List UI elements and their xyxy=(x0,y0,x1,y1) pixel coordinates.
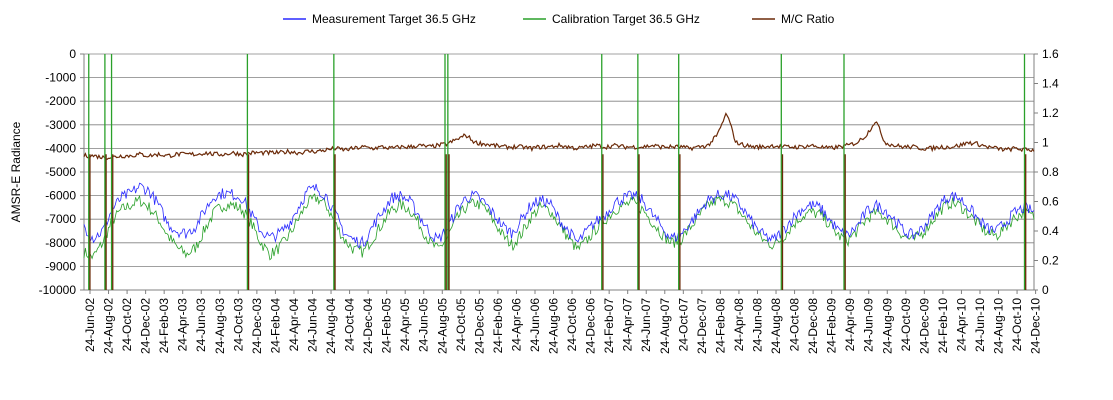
x-tick-label: 24-Apr-07 xyxy=(621,298,635,352)
y-tick-label: -2000 xyxy=(45,94,76,108)
y-tick-label: 0 xyxy=(69,47,76,61)
x-tick-label: 24-Oct-03 xyxy=(231,298,245,352)
x-tick-label: 24-Jun-04 xyxy=(305,298,319,352)
x-tick-label: 24-Dec-04 xyxy=(361,298,375,354)
grid xyxy=(83,53,1035,291)
x-tick-label: 24-Jun-08 xyxy=(750,298,764,352)
x-tick-label: 24-Feb-08 xyxy=(713,298,727,354)
y-tick-label: -7000 xyxy=(45,212,76,226)
x-tick-label: 24-Apr-03 xyxy=(176,298,190,352)
x-tick-label: 24-Feb-04 xyxy=(268,298,282,354)
y2-tick-label: 0.8 xyxy=(1042,165,1059,179)
x-tick-label: 24-Aug-04 xyxy=(324,298,338,354)
x-tick-label: 24-Oct-06 xyxy=(565,298,579,352)
y-axis-title: AMSR-E Radiance xyxy=(9,121,23,222)
x-tick-label: 24-Oct-02 xyxy=(120,298,134,352)
x-tick-label: 24-Apr-05 xyxy=(398,298,412,352)
x-tick-label: 24-Feb-03 xyxy=(157,298,171,354)
x-tick-label: 24-Aug-09 xyxy=(880,298,894,354)
x-tick-label: 24-Dec-08 xyxy=(806,298,820,354)
y2-tick-label: 0.2 xyxy=(1042,254,1059,268)
y-tick-label: -9000 xyxy=(45,259,76,273)
y-tick-label: -4000 xyxy=(45,141,76,155)
series-line xyxy=(83,193,1035,261)
x-tick-label: 24-Aug-03 xyxy=(213,298,227,354)
x-tick-label: 24-Feb-06 xyxy=(491,298,505,354)
x-tick-label: 24-Dec-10 xyxy=(1029,298,1043,354)
x-tick-label: 24-Dec-07 xyxy=(695,298,709,354)
x-tick-label: 24-Jun-03 xyxy=(194,298,208,352)
y-axis-ticks: 0 -1000 -2000 -3000 -4000 -5000 -6000 -7000 -800… xyxy=(39,47,84,297)
legend-label-measurement: Measurement Target 36.5 GHz xyxy=(312,12,476,26)
y2-tick-label: 0.4 xyxy=(1042,224,1059,238)
x-tick-label: 24-Aug-05 xyxy=(435,298,449,354)
y-tick-label: -5000 xyxy=(45,165,76,179)
x-tick-label: 24-Jun-02 xyxy=(83,298,97,352)
x-tick-label: 24-Apr-08 xyxy=(732,298,746,352)
y2-tick-label: 1 xyxy=(1042,136,1049,150)
x-tick-label: 24-Feb-09 xyxy=(825,298,839,354)
x-tick-label: 24-Aug-02 xyxy=(102,298,116,354)
series-line xyxy=(83,112,1035,160)
x-tick-label: 24-Oct-07 xyxy=(676,298,690,352)
y2-tick-label: 1.6 xyxy=(1042,47,1059,61)
x-tick-label: 24-Dec-05 xyxy=(472,298,486,354)
y-tick-label: -1000 xyxy=(45,71,76,85)
y-tick-label: -10000 xyxy=(39,283,77,297)
x-tick-label: 24-Feb-05 xyxy=(380,298,394,354)
x-tick-label: 24-Oct-09 xyxy=(899,298,913,352)
x-tick-label: 24-Dec-02 xyxy=(139,298,153,354)
legend-label-ratio: M/C Ratio xyxy=(781,12,835,26)
x-tick-label: 24-Jun-07 xyxy=(639,298,653,352)
x-tick-label: 24-Apr-10 xyxy=(954,298,968,352)
x-tick-label: 24-Apr-06 xyxy=(509,298,523,352)
x-tick-label: 24-Jun-05 xyxy=(417,298,431,352)
x-tick-label: 24-Jun-06 xyxy=(528,298,542,352)
y2-axis-ticks: 1.6 1.4 1.2 1 0.8 0.6 0.4 0.2 0 xyxy=(1034,47,1059,297)
legend-label-calibration: Calibration Target 36.5 GHz xyxy=(552,12,700,26)
x-tick-label: 24-Aug-07 xyxy=(658,298,672,354)
plot-area xyxy=(83,54,1035,290)
x-axis-ticks: 24-Jun-02 24-Aug-02 24-Oct-02 24-Dec-02 24-F… xyxy=(83,290,1043,354)
y2-tick-label: 0 xyxy=(1042,283,1049,297)
x-tick-label: 24-Apr-04 xyxy=(287,298,301,352)
x-tick-label: 24-Dec-03 xyxy=(250,298,264,354)
x-tick-label: 24-Oct-04 xyxy=(343,298,357,352)
x-tick-label: 24-Oct-10 xyxy=(1010,298,1024,352)
y2-tick-label: 0.6 xyxy=(1042,195,1059,209)
y2-tick-label: 1.4 xyxy=(1042,77,1059,91)
series-line xyxy=(83,182,1035,248)
x-tick-label: 24-Jun-09 xyxy=(862,298,876,352)
x-tick-label: 24-Dec-06 xyxy=(584,298,598,354)
x-tick-label: 24-Oct-08 xyxy=(788,298,802,352)
y-tick-label: -8000 xyxy=(45,236,76,250)
chart-legend: Measurement Target 36.5 GHz Calibration … xyxy=(283,12,835,26)
y-tick-label: -6000 xyxy=(45,189,76,203)
x-tick-label: 24-Aug-06 xyxy=(547,298,561,354)
x-tick-label: 24-Jun-10 xyxy=(973,298,987,352)
x-tick-label: 24-Feb-10 xyxy=(936,298,950,354)
y2-tick-label: 1.2 xyxy=(1042,106,1059,120)
x-tick-label: 24-Oct-05 xyxy=(454,298,468,352)
x-tick-label: 24-Aug-08 xyxy=(769,298,783,354)
x-tick-label: 24-Apr-09 xyxy=(843,298,857,352)
y-tick-label: -3000 xyxy=(45,118,76,132)
x-tick-label: 24-Feb-07 xyxy=(602,298,616,354)
x-tick-label: 24-Dec-09 xyxy=(917,298,931,354)
x-tick-label: 24-Aug-10 xyxy=(992,298,1006,354)
